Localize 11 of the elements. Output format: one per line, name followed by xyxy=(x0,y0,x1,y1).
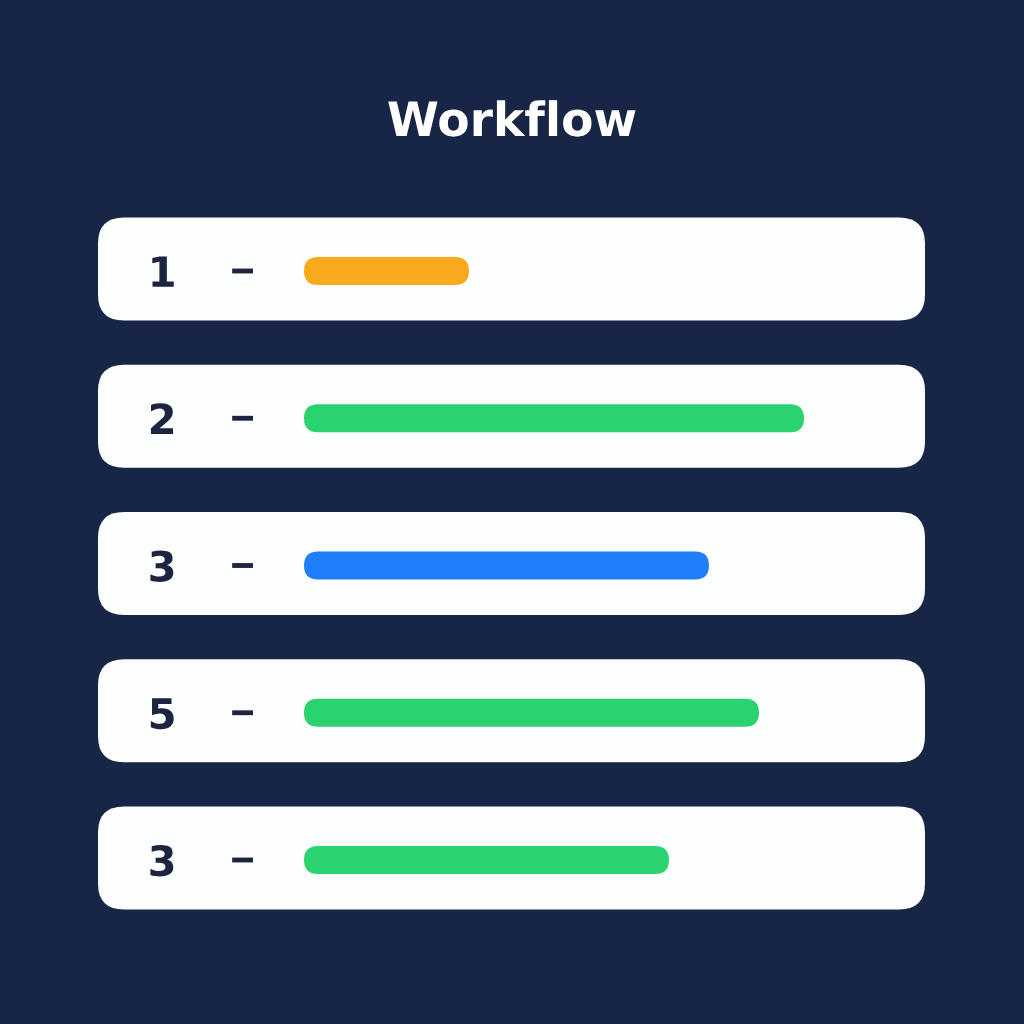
bar xyxy=(304,698,759,727)
y-tick-label: 3 xyxy=(150,844,174,877)
bar xyxy=(304,257,469,285)
y-tick-label: 5 xyxy=(150,698,174,730)
bar xyxy=(304,551,709,580)
bar xyxy=(304,846,669,874)
bar xyxy=(304,404,804,433)
y-tick-label: 1 xyxy=(152,256,174,287)
chart-title: Workflow xyxy=(388,100,636,137)
y-tick-label: 3 xyxy=(150,550,174,582)
y-tick-label: 2 xyxy=(150,403,173,435)
